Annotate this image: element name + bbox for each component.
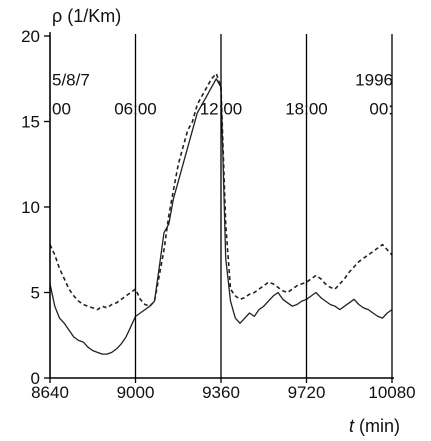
y-tick-label: 15 (21, 113, 40, 132)
x-tick-label: 10080 (368, 383, 415, 402)
x-tick-label: 8640 (31, 383, 69, 402)
time-annotation: 5/8/7 (52, 71, 90, 90)
y-axis-label: ρ (1/Km) (52, 6, 121, 26)
x-tick-label: 9720 (288, 383, 326, 402)
time-annotation: 06:00 (114, 100, 157, 119)
x-tick-label: 9360 (202, 383, 240, 402)
axes (49, 32, 394, 379)
x-axis-label: t (min) (349, 416, 400, 436)
x-axis-label-variable: t (349, 416, 355, 436)
time-annotation: 18:00 (285, 100, 328, 119)
time-annotations: 5/8/7 00 06:00 12:00 18:00 1996 00: (52, 71, 393, 119)
y-tick-label: 10 (21, 198, 40, 217)
time-annotation: 00 (52, 100, 71, 119)
y-tick-label: 5 (31, 284, 40, 303)
time-annotation: 12:00 (200, 100, 243, 119)
x-tick-label: 9000 (117, 383, 155, 402)
time-annotation: 1996 (355, 71, 393, 90)
y-tick-label: 20 (21, 27, 40, 46)
time-annotation: 00: (369, 100, 393, 119)
y-tick-label: 0 (31, 369, 40, 388)
x-tick-labels: 8640 9000 9360 9720 10080 (31, 378, 416, 402)
vertical-gridlines (49, 34, 393, 378)
y-tick-labels: 0 5 10 15 20 (21, 27, 50, 388)
x-axis-label-unit: (min) (354, 416, 400, 436)
